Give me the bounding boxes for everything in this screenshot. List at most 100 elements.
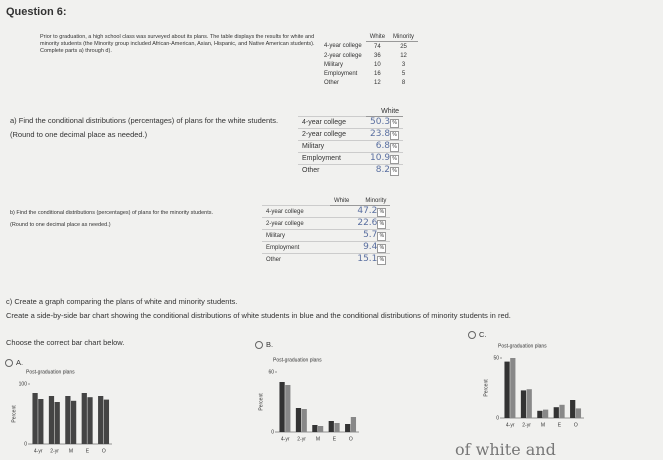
column-header: White xyxy=(365,32,390,42)
column-header: Minority xyxy=(389,32,419,42)
cell: 16 xyxy=(374,70,381,77)
header-row: White xyxy=(298,107,404,117)
x-tick-label: 4-yr xyxy=(34,448,43,454)
y-axis-label: Percent xyxy=(258,393,264,411)
answer-input: 22.6 xyxy=(357,218,378,228)
table-row: Military 6.8% xyxy=(298,140,404,153)
cell: 3 xyxy=(401,61,406,68)
bar xyxy=(537,410,543,418)
part-c-instruction: Create a side-by-side bar chart showing … xyxy=(6,311,511,320)
empty-cell xyxy=(330,242,353,254)
answer-cell: 47.2% xyxy=(353,206,390,218)
table-row: 2-year college 36 12 xyxy=(320,51,418,60)
x-tick-label: E xyxy=(558,422,562,428)
chart-title: Post-graduation plans xyxy=(273,357,322,363)
cell: 36 xyxy=(374,52,381,59)
table-row: Employment 10.9% xyxy=(298,152,404,165)
row-label: 2-year college xyxy=(266,220,304,227)
bar xyxy=(38,399,44,444)
table-row: Other 8.2% xyxy=(298,164,404,176)
bar xyxy=(504,361,510,418)
corner xyxy=(262,196,330,206)
part-b-table: White Minority 4-year college 47.2% 2-year c… xyxy=(262,196,391,266)
y-tick-label: 0 xyxy=(271,429,274,435)
x-tick-label: M xyxy=(69,448,73,454)
answer-input: 9.4 xyxy=(363,242,378,252)
option-label[interactable]: A. xyxy=(5,358,23,368)
bar xyxy=(520,390,527,418)
cell: 10 xyxy=(374,61,381,68)
answer-cell: 9.4% xyxy=(353,242,390,254)
empty-cell xyxy=(330,218,353,230)
part-c-choose: Choose the correct bar chart below. xyxy=(6,338,125,347)
bar xyxy=(570,400,576,418)
answer-input: 47.2 xyxy=(357,206,378,216)
corner xyxy=(320,32,366,42)
radio-button[interactable] xyxy=(5,359,13,368)
answer-input: 50.3 xyxy=(370,117,391,127)
x-tick-label: 4-yr xyxy=(506,422,515,428)
radio-button[interactable] xyxy=(468,331,476,340)
part-a-table: White 4-year college 50.3% 2-year college 23… xyxy=(298,107,404,176)
x-tick-label: E xyxy=(333,436,337,442)
x-tick-label: E xyxy=(86,448,90,454)
percent-box: % xyxy=(390,119,400,128)
x-tick-label: M xyxy=(541,422,545,428)
percent-box: % xyxy=(377,208,387,217)
y-tick-label: 60 xyxy=(268,369,274,375)
x-tick-label: 2-yr xyxy=(50,448,59,454)
answer-cell: 15.1% xyxy=(353,254,390,265)
option-label[interactable]: B. xyxy=(255,340,273,350)
bar xyxy=(312,425,318,432)
option-text: C. xyxy=(479,330,487,339)
y-tick-label: 100 xyxy=(19,381,28,387)
y-axis-label: Percent xyxy=(11,405,17,423)
bar xyxy=(32,393,38,444)
table-row: Employment 16 5 xyxy=(320,69,418,78)
bar xyxy=(559,404,565,418)
corner xyxy=(298,107,366,117)
bar xyxy=(334,423,340,432)
x-tick-label: 2-yr xyxy=(522,422,531,428)
table-row: Other 15.1% xyxy=(262,253,391,266)
table-row: Military 10 3 xyxy=(320,60,418,69)
option-label[interactable]: C. xyxy=(468,330,487,340)
option-chart: Post-graduation plans Percent 0 60 4-yr 2-yr M… xyxy=(258,357,359,442)
cell: 12 xyxy=(374,79,381,86)
radio-button[interactable] xyxy=(255,341,263,350)
row-label: 4-year college xyxy=(324,43,362,50)
bar xyxy=(279,382,285,432)
bar xyxy=(98,396,104,444)
x-tick-label: O xyxy=(574,422,578,428)
cell: 25 xyxy=(400,43,407,50)
answer-cell: 6.8% xyxy=(366,141,403,153)
table-row: 4-year college 50.3% xyxy=(298,116,404,129)
percent-box: % xyxy=(377,244,387,253)
footer-fragment: of white and xyxy=(455,440,556,459)
y-tick-label: 0 xyxy=(496,415,499,421)
answer-input: 15.1 xyxy=(357,254,378,264)
bar xyxy=(318,426,324,432)
table-row: 4-year college 47.2% xyxy=(262,205,391,218)
column-header: White xyxy=(366,107,404,117)
empty-cell xyxy=(330,254,353,266)
percent-box: % xyxy=(390,131,400,140)
x-tick-label: O xyxy=(102,448,106,454)
x-tick-label: 2-yr xyxy=(297,436,306,442)
row-label: Employment xyxy=(302,155,341,162)
answer-input: 10.9 xyxy=(370,153,391,163)
bar xyxy=(345,424,351,432)
row-label: Other xyxy=(324,79,340,86)
column-header: White xyxy=(330,196,354,206)
row-label: Military xyxy=(324,61,343,68)
answer-input: 5.7 xyxy=(363,230,378,240)
table-row: Military 5.7% xyxy=(262,229,391,242)
row-label: Military xyxy=(266,232,285,239)
row-label: Other xyxy=(302,167,320,174)
table-row: Other 12 8 xyxy=(320,78,418,87)
bar xyxy=(301,409,307,432)
bar xyxy=(510,358,516,418)
y-tick-label: 50 xyxy=(493,355,499,361)
percent-box: % xyxy=(390,143,400,152)
